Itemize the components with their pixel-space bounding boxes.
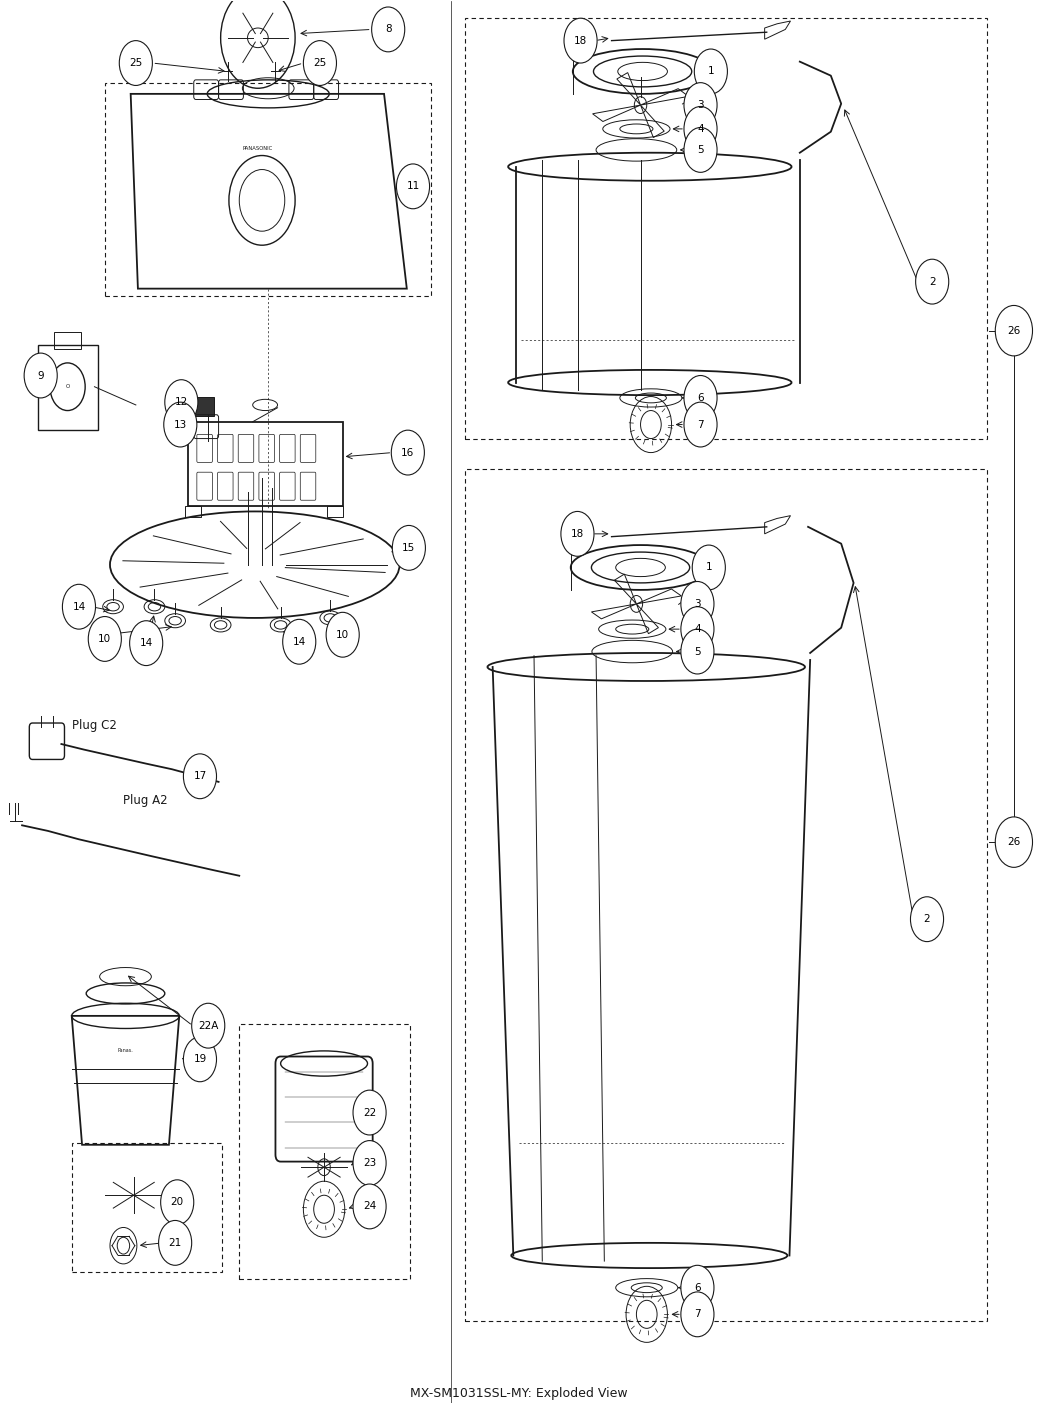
Circle shape (161, 1179, 194, 1224)
Circle shape (681, 1292, 713, 1337)
Text: O: O (65, 385, 69, 389)
Text: 14: 14 (140, 639, 152, 649)
Circle shape (184, 1038, 217, 1081)
Text: 17: 17 (193, 771, 206, 781)
Circle shape (353, 1140, 386, 1185)
Text: 25: 25 (130, 58, 142, 67)
Circle shape (396, 164, 429, 209)
Circle shape (391, 430, 424, 475)
Text: 5: 5 (694, 647, 701, 657)
Circle shape (353, 1090, 386, 1134)
Circle shape (283, 619, 316, 664)
Text: 9: 9 (37, 371, 44, 380)
Text: 26: 26 (1007, 326, 1020, 336)
Circle shape (326, 612, 359, 657)
Text: 22A: 22A (198, 1021, 219, 1031)
Text: 26: 26 (1007, 837, 1020, 847)
Text: 25: 25 (313, 58, 327, 67)
Circle shape (561, 511, 594, 556)
FancyBboxPatch shape (194, 396, 215, 416)
Circle shape (184, 754, 217, 799)
Text: 1: 1 (705, 563, 712, 573)
Text: 13: 13 (173, 420, 187, 430)
Text: 19: 19 (193, 1054, 206, 1064)
Text: 3: 3 (697, 100, 704, 110)
Text: 4: 4 (697, 124, 704, 133)
Circle shape (996, 817, 1033, 868)
Text: 6: 6 (697, 393, 704, 403)
Text: 18: 18 (570, 529, 584, 539)
Circle shape (681, 629, 713, 674)
Text: 10: 10 (99, 635, 111, 644)
Text: 20: 20 (171, 1198, 184, 1207)
Circle shape (62, 584, 95, 629)
Text: 8: 8 (385, 24, 392, 35)
Circle shape (916, 260, 949, 305)
Text: 11: 11 (407, 181, 420, 191)
Circle shape (681, 1265, 713, 1310)
Circle shape (164, 402, 197, 446)
Circle shape (24, 352, 57, 397)
Text: 15: 15 (402, 543, 416, 553)
Circle shape (684, 128, 717, 173)
Text: 23: 23 (363, 1158, 376, 1168)
Text: 12: 12 (174, 397, 188, 407)
Circle shape (130, 621, 163, 665)
Text: 1: 1 (707, 66, 714, 76)
Text: 6: 6 (694, 1283, 701, 1293)
Circle shape (304, 41, 336, 86)
Text: 5: 5 (697, 145, 704, 154)
Circle shape (693, 545, 725, 590)
Text: 21: 21 (169, 1238, 181, 1248)
Text: 16: 16 (401, 448, 415, 458)
Circle shape (996, 306, 1033, 355)
Circle shape (192, 1004, 225, 1049)
Circle shape (371, 7, 404, 52)
Text: 10: 10 (336, 630, 349, 640)
Text: Panas.: Panas. (117, 1049, 134, 1053)
Circle shape (910, 897, 944, 942)
Circle shape (88, 616, 121, 661)
Circle shape (159, 1220, 192, 1265)
Circle shape (684, 83, 717, 128)
Text: 14: 14 (73, 602, 86, 612)
Text: 24: 24 (363, 1202, 376, 1212)
Text: MX-SM1031SSL-MY: Exploded View: MX-SM1031SSL-MY: Exploded View (410, 1387, 627, 1400)
Text: 2: 2 (929, 277, 935, 286)
Circle shape (165, 379, 198, 424)
Text: PANASONIC: PANASONIC (243, 146, 273, 152)
Text: 3: 3 (694, 600, 701, 609)
Circle shape (392, 525, 425, 570)
Text: Plug C2: Plug C2 (72, 719, 116, 733)
Circle shape (564, 18, 597, 63)
Text: 14: 14 (292, 637, 306, 647)
Text: 4: 4 (694, 625, 701, 635)
Circle shape (695, 49, 727, 94)
Circle shape (684, 375, 717, 420)
Circle shape (684, 107, 717, 152)
Circle shape (353, 1184, 386, 1228)
Text: 2: 2 (924, 914, 930, 924)
Text: 7: 7 (697, 420, 704, 430)
Circle shape (681, 581, 713, 626)
Text: Plug A2: Plug A2 (123, 793, 168, 806)
Text: 7: 7 (694, 1310, 701, 1320)
Circle shape (681, 607, 713, 651)
Circle shape (119, 41, 152, 86)
Circle shape (684, 402, 717, 446)
Text: 18: 18 (573, 35, 587, 45)
Text: 22: 22 (363, 1108, 376, 1118)
